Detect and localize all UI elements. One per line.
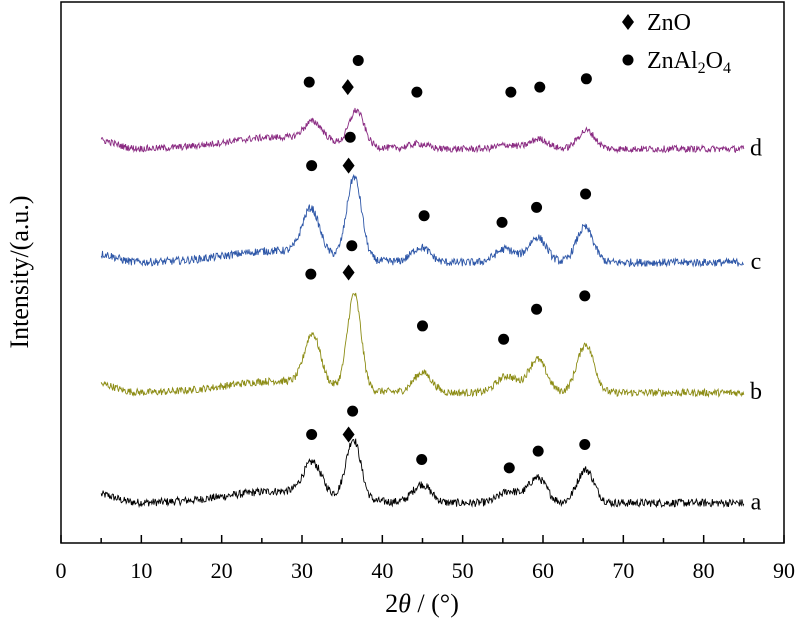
x-tick-label: 20 (211, 558, 233, 583)
series-layer: a b c d (100, 107, 762, 515)
x-tick-label: 80 (693, 558, 715, 583)
znal2o4-marker (303, 76, 315, 88)
znal2o4-marker (344, 131, 356, 143)
legend-label-part: O (706, 48, 723, 74)
series-b-line (100, 292, 745, 398)
znal2o4-marker (411, 86, 423, 98)
legend-label-part: ZnO (647, 10, 691, 36)
znal2o4-marker (498, 333, 510, 345)
series-c-line (100, 173, 745, 268)
znal2o4-marker (531, 201, 543, 213)
series-b-label: b (750, 379, 762, 405)
znal2o4-marker (503, 462, 515, 474)
legend-label: ZnO (647, 10, 691, 36)
legend-label-part: 4 (723, 60, 731, 77)
x-tick-label: 40 (371, 558, 393, 583)
x-tick-label: 10 (130, 558, 152, 583)
x-tick-label: 90 (773, 558, 795, 583)
znal2o4-marker (306, 428, 318, 440)
znal2o4-marker (579, 290, 591, 302)
x-tick-label: 0 (56, 558, 67, 583)
zno-marker (341, 79, 354, 96)
legend-label: ZnAl2O4 (647, 48, 731, 77)
znal2o4-marker (531, 303, 543, 315)
legend: ZnO ZnAl2O4 (622, 10, 731, 77)
x-tick-label: 30 (291, 558, 313, 583)
znal2o4-marker (306, 160, 318, 172)
series-c-label: c (751, 249, 762, 275)
series-d-label: d (750, 135, 762, 161)
znal2o4-marker (418, 210, 430, 222)
x-axis-ticks: 0 10 20 30 40 50 60 70 80 90 (56, 535, 795, 583)
znal2o4-marker (532, 445, 544, 457)
znal2o4-marker (416, 454, 428, 466)
legend-label-part: ZnAl (647, 48, 698, 74)
x-tick-label: 60 (532, 558, 554, 583)
znal2o4-marker (496, 216, 508, 228)
x-axis-title: 2θ / (°) (385, 589, 459, 618)
peak-markers (303, 54, 592, 474)
znal2o4-marker (346, 240, 358, 252)
znal2o4-marker (579, 438, 591, 450)
zno-marker (342, 157, 355, 174)
znal2o4-marker (352, 54, 364, 66)
legend-circle-icon (622, 54, 634, 66)
znal2o4-marker (347, 405, 359, 417)
znal2o4-marker (580, 188, 592, 200)
znal2o4-marker (305, 268, 317, 280)
znal2o4-marker (534, 81, 546, 93)
znal2o4-marker (580, 73, 592, 85)
znal2o4-marker (417, 320, 428, 332)
series-a-line (100, 438, 745, 509)
series-a-label: a (751, 489, 762, 515)
series-d-line (100, 107, 745, 154)
zno-marker (342, 264, 355, 281)
znal2o4-marker (505, 86, 517, 98)
legend-diamond-icon (622, 14, 634, 30)
x-tick-label: 50 (452, 558, 474, 583)
y-axis-title: Intensity/(a.u.) (5, 195, 34, 348)
x-tick-label: 70 (612, 558, 634, 583)
legend-label-part: 2 (698, 60, 706, 77)
zno-marker (342, 426, 355, 443)
